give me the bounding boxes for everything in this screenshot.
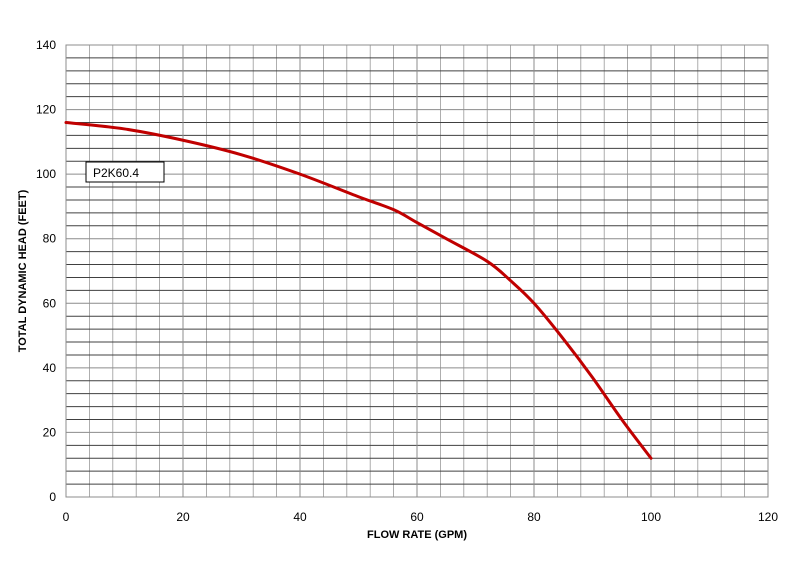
x-tick-label: 20 (176, 510, 190, 524)
legend-label: P2K60.4 (93, 166, 139, 180)
y-tick-label: 0 (49, 490, 56, 504)
y-tick-label: 100 (36, 167, 56, 181)
series-line-p2k60-4 (64, 120, 653, 460)
y-axis-tick-labels: 0 20 40 60 80 100 120 140 (36, 38, 56, 504)
y-tick-label: 80 (43, 232, 57, 246)
legend: P2K60.4 (85, 161, 165, 183)
x-tick-label: 120 (758, 510, 778, 524)
series-layer (64, 120, 653, 460)
x-tick-label: 60 (410, 510, 424, 524)
legend-box (85, 161, 165, 183)
y-axis-title: TOTAL DYNAMIC HEAD (FEET) (17, 189, 29, 352)
x-tick-label: 0 (63, 510, 70, 524)
x-tick-label: 40 (293, 510, 307, 524)
y-tick-label: 20 (43, 425, 57, 439)
y-tick-label: 60 (43, 296, 57, 310)
y-tick-label: 40 (43, 361, 57, 375)
x-tick-label: 80 (527, 510, 541, 524)
x-tick-label: 100 (641, 510, 661, 524)
plot-area-border (65, 44, 769, 498)
x-axis-title: FLOW RATE (GPM) (367, 529, 467, 541)
y-tick-label: 120 (36, 103, 56, 117)
y-tick-label: 140 (36, 38, 56, 52)
x-axis-tick-labels: 0 20 40 60 80 100 120 (63, 510, 779, 524)
major-grid (65, 44, 769, 498)
